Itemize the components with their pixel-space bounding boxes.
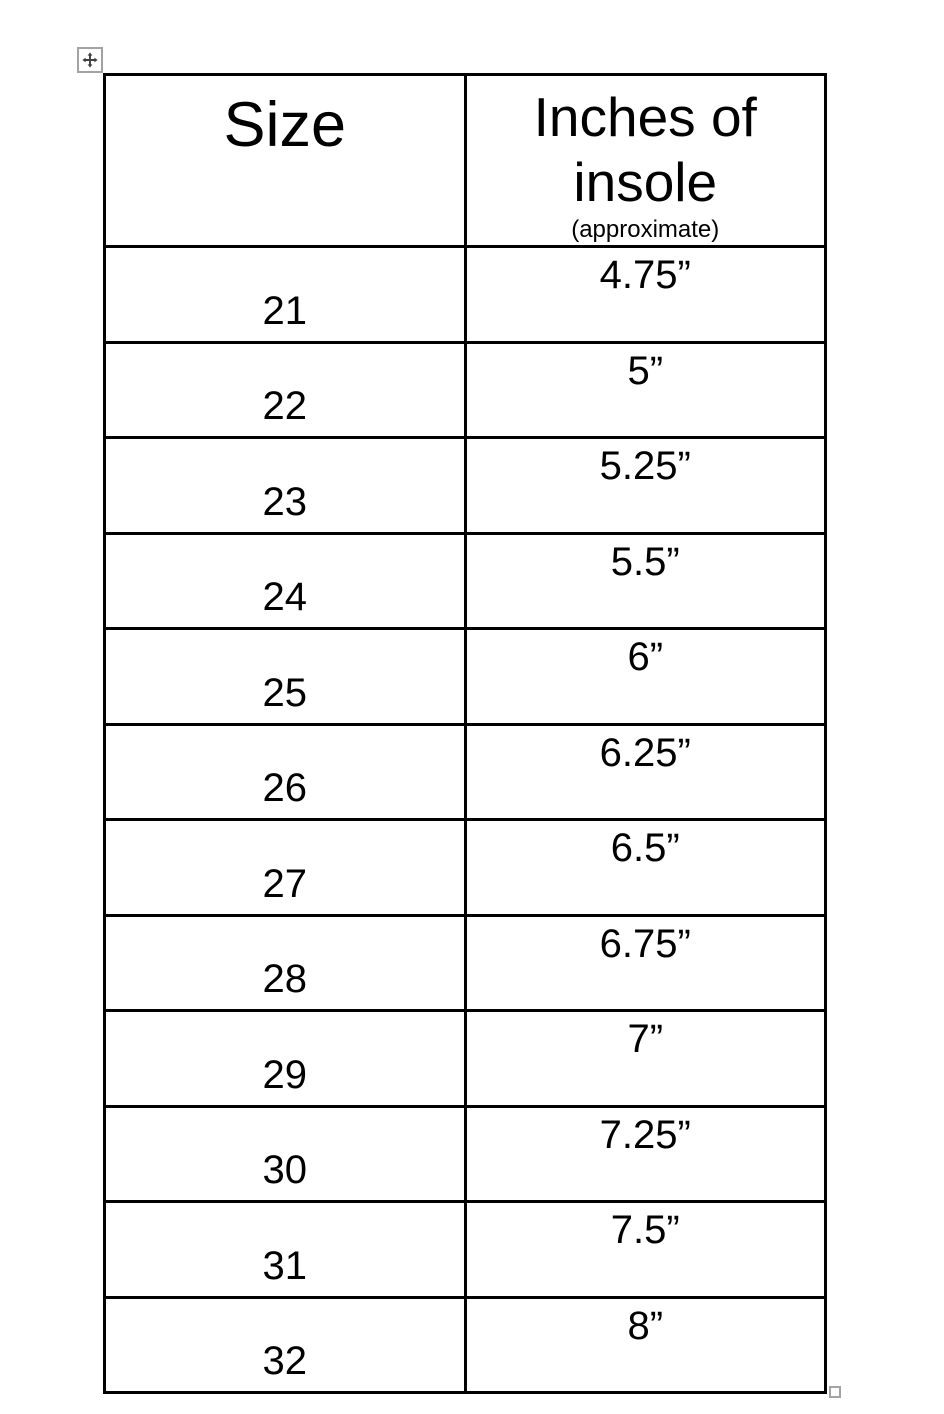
size-value: 22	[262, 384, 308, 428]
move-icon	[82, 52, 98, 68]
size-cell[interactable]: 27	[103, 818, 467, 917]
inches-header-label-line1: Inches of	[533, 86, 757, 148]
size-value: 21	[262, 288, 308, 333]
inches-value: 7.25”	[599, 1112, 691, 1157]
size-cell[interactable]: 25	[103, 627, 467, 726]
inches-cell[interactable]: 4.75”	[463, 245, 827, 344]
size-value: 24	[262, 575, 308, 619]
size-cell[interactable]: 30	[103, 1104, 467, 1203]
inches-cell[interactable]: 5.5”	[463, 531, 827, 630]
table-row: 23 5.25”	[103, 436, 827, 535]
inches-value: 5.5”	[610, 539, 680, 584]
table-row: 26 6.25”	[103, 722, 827, 821]
table-row: 28 6.75”	[103, 913, 827, 1012]
inches-value: 6.25”	[599, 730, 691, 775]
size-cell[interactable]: 26	[103, 722, 467, 821]
inches-cell[interactable]: 5”	[463, 340, 827, 439]
inches-cell[interactable]: 5.25”	[463, 436, 827, 535]
table-row: 24 5.5”	[103, 531, 827, 630]
table-row: 31 7.5”	[103, 1200, 827, 1299]
size-cell[interactable]: 32	[103, 1295, 467, 1394]
table-row: 30 7.25”	[103, 1104, 827, 1203]
inches-cell[interactable]: 6”	[463, 627, 827, 726]
size-value: 28	[262, 957, 308, 1001]
size-value: 27	[262, 861, 308, 906]
table-resize-handle[interactable]	[829, 1386, 841, 1398]
size-cell[interactable]: 21	[103, 245, 467, 344]
size-value: 31	[262, 1243, 308, 1288]
size-value: 26	[262, 766, 308, 810]
inches-value: 4.75”	[599, 253, 691, 297]
table-header-row: Size Inches of insole (approximate)	[103, 73, 827, 248]
inches-cell[interactable]: 6.5”	[463, 818, 827, 917]
size-cell[interactable]: 31	[103, 1200, 467, 1299]
inches-value: 7.5”	[610, 1208, 680, 1252]
table-move-handle[interactable]	[77, 47, 103, 73]
inches-value: 6”	[627, 635, 664, 679]
inches-value: 7”	[627, 1017, 664, 1061]
size-chart-table: Size Inches of insole (approximate) 21 4…	[103, 73, 827, 1394]
inches-cell[interactable]: 7.5”	[463, 1200, 827, 1299]
inches-header-label-line2: insole	[573, 151, 718, 213]
size-cell[interactable]: 28	[103, 913, 467, 1012]
inches-value: 6.75”	[599, 921, 691, 966]
size-value: 25	[262, 670, 308, 715]
inches-header-cell[interactable]: Inches of insole (approximate)	[463, 73, 827, 248]
table-row: 22 5”	[103, 340, 827, 439]
inches-cell[interactable]: 6.25”	[463, 722, 827, 821]
size-header-label: Size	[223, 90, 347, 160]
size-value: 29	[262, 1052, 308, 1097]
table-row: 32 8”	[103, 1295, 827, 1394]
inches-cell[interactable]: 8”	[463, 1295, 827, 1394]
table-row: 29 7”	[103, 1009, 827, 1108]
size-cell[interactable]: 29	[103, 1009, 467, 1108]
inches-header-note: (approximate)	[571, 216, 720, 243]
inches-value: 5”	[627, 348, 664, 393]
size-header-cell[interactable]: Size	[103, 73, 467, 248]
inches-value: 6.5”	[610, 826, 680, 870]
inches-cell[interactable]: 7.25”	[463, 1104, 827, 1203]
inches-value: 8”	[627, 1303, 664, 1348]
inches-value: 5.25”	[599, 444, 691, 488]
size-cell[interactable]: 24	[103, 531, 467, 630]
inches-cell[interactable]: 6.75”	[463, 913, 827, 1012]
inches-cell[interactable]: 7”	[463, 1009, 827, 1108]
table-row: 21 4.75”	[103, 245, 827, 344]
size-cell[interactable]: 22	[103, 340, 467, 439]
table-row: 25 6”	[103, 627, 827, 726]
size-value: 30	[262, 1148, 308, 1192]
size-value: 32	[262, 1339, 308, 1383]
size-cell[interactable]: 23	[103, 436, 467, 535]
size-value: 23	[262, 479, 308, 524]
table-row: 27 6.5”	[103, 818, 827, 917]
